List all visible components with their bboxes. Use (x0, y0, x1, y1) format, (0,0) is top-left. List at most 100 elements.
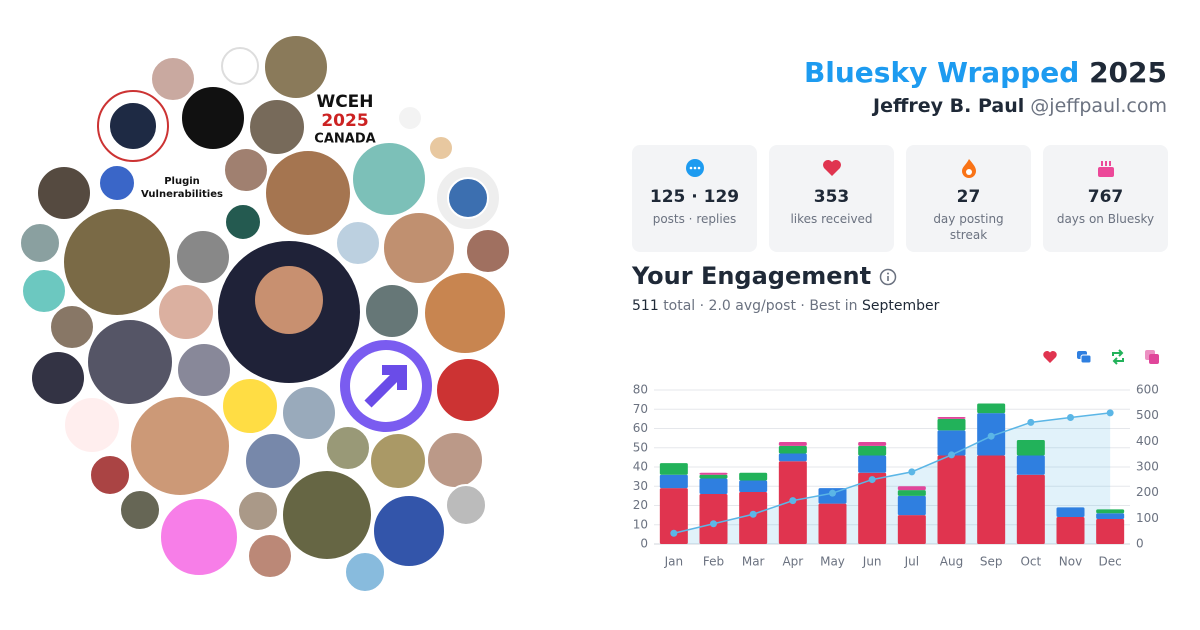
x-tick-label: Apr (782, 555, 803, 569)
avatar (423, 271, 507, 355)
avatar (129, 395, 231, 497)
bar-segment (739, 492, 768, 544)
y-tick-label: 70 (633, 402, 648, 416)
stat-value: 353 (813, 187, 850, 207)
line-point (749, 510, 757, 518)
user-name: Jeffrey B. Paul (873, 95, 1025, 117)
avatar (223, 147, 269, 193)
avatar (244, 432, 302, 490)
bar-segment (1096, 518, 1125, 544)
x-tick-label: Jun (862, 555, 882, 569)
stat-card: 353 likes received (769, 145, 894, 252)
bar-segment (659, 463, 688, 475)
line-point (1106, 409, 1114, 417)
section-title-text: Your Engagement (632, 262, 872, 290)
x-tick-label: Mar (742, 555, 765, 569)
legend-icon[interactable] (1077, 351, 1092, 364)
x-tick-label: Feb (703, 555, 724, 569)
avatar (36, 165, 92, 221)
y2-tick-label: 500 (1136, 408, 1159, 422)
avatar (435, 357, 501, 423)
avatar (21, 268, 67, 314)
avatar (157, 283, 215, 341)
x-tick-label: Aug (940, 555, 963, 569)
title-year: 2025 (1089, 56, 1167, 89)
bar-segment (897, 495, 926, 516)
total: 511 (632, 298, 659, 314)
bar-segment (699, 493, 728, 544)
avatar-label: WCEH (316, 92, 373, 112)
bar-segment (897, 490, 926, 496)
icon (961, 159, 976, 178)
avatar (351, 141, 427, 217)
stat-card: 27 day posting streak (906, 145, 1031, 252)
avatar (255, 266, 323, 334)
legend-icon[interactable] (1145, 350, 1159, 364)
stat-value: 27 (956, 187, 981, 207)
user-handle: @jeffpaul.com (1030, 95, 1167, 117)
legend-icon[interactable] (1043, 351, 1057, 363)
chart: 0 10 20 30 40 50 60 70 80 0 100 200 300 400 500 600 Jan F… (633, 349, 1159, 569)
bar-segment (1096, 509, 1125, 514)
line-point (1027, 418, 1035, 426)
y2-tick-label: 200 (1136, 485, 1159, 499)
best-month: September (862, 298, 940, 314)
stat-label: day posting streak (933, 212, 1004, 242)
bar-segment (858, 455, 887, 473)
avatar (62, 207, 172, 317)
stat-label: likes received (790, 212, 873, 226)
bar-segment (937, 455, 966, 544)
avatar (63, 396, 121, 454)
bar-segment (937, 430, 966, 456)
avatar (247, 533, 293, 579)
info-icon[interactable] (879, 268, 897, 286)
avatar (175, 229, 231, 285)
avatar (30, 350, 86, 406)
avatar (428, 135, 454, 161)
avatar (86, 318, 174, 406)
avatar (119, 489, 161, 531)
bar-segment (739, 472, 768, 481)
y-tick-label: 50 (633, 440, 648, 454)
bar-segment (659, 474, 688, 489)
section-subtitle: 511 total · 2.0 avg/post · Best in Septe… (632, 298, 939, 314)
bar-segment (739, 480, 768, 493)
x-tick-label: Dec (1099, 555, 1122, 569)
avatar (98, 164, 136, 202)
line-point (987, 432, 995, 440)
x-tick-label: Jan (664, 555, 684, 569)
avatar-label: Plugin (164, 176, 200, 187)
avatar (344, 551, 386, 593)
x-tick-label: Jul (904, 555, 919, 569)
line-point (670, 529, 678, 537)
y-tick-label: 20 (633, 498, 648, 512)
y2-tick-label: 0 (1136, 537, 1144, 551)
avatar (150, 56, 196, 102)
y2-tick-label: 300 (1136, 460, 1159, 474)
avatar (447, 177, 489, 219)
legend-icon[interactable] (1112, 349, 1124, 365)
y2-tick-label: 100 (1136, 511, 1159, 525)
arrow-icon (364, 365, 407, 408)
avatar (108, 101, 158, 151)
avatar (325, 425, 371, 471)
bar-segment (699, 478, 728, 494)
bar-segment (1056, 517, 1085, 544)
y-tick-label: 0 (640, 537, 648, 551)
avatar (237, 490, 279, 532)
stat-label: days on Bluesky (1056, 212, 1155, 226)
bar-segment (1016, 440, 1045, 456)
avatar (426, 431, 484, 489)
avatar (49, 304, 95, 350)
y-tick-label: 60 (633, 421, 648, 435)
icon (1097, 161, 1114, 177)
avatar (369, 432, 427, 490)
x-tick-label: Sep (980, 555, 1003, 569)
avatar (397, 105, 423, 131)
avatar (221, 47, 259, 85)
avatar (159, 497, 239, 577)
bar-segment (1016, 474, 1045, 544)
y2-tick-label: 600 (1136, 383, 1159, 397)
